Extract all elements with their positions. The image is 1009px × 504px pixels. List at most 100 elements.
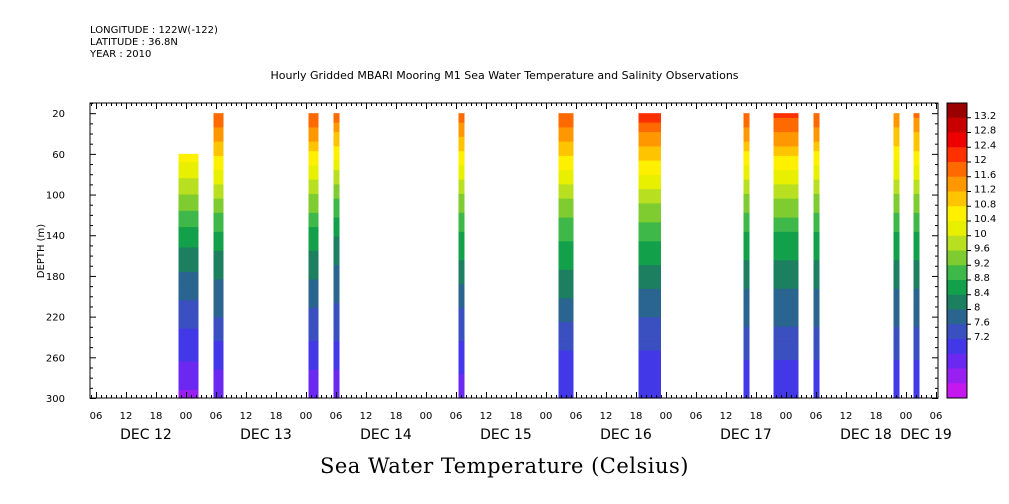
temperature-cell [813,260,820,266]
temperature-cell [813,136,820,143]
temperature-cell [813,369,820,375]
colorbar-swatch [947,324,967,340]
temperature-cell [773,379,799,385]
temperature-cell [213,141,224,148]
temperature-cell [213,117,224,124]
temperature-cell [893,322,900,328]
temperature-cell [743,298,750,304]
temperature-cell [893,303,900,309]
temperature-cell [333,374,340,380]
colorbar-label: 12.4 [974,140,996,151]
temperature-cell [308,132,319,138]
temperature-cell [458,236,465,242]
temperature-cell [743,255,750,261]
colorbar-swatch [947,383,967,399]
temperature-cell [458,184,465,190]
temperature-cell [813,265,820,271]
temperature-cell [458,246,465,252]
colorbar-label: 10.8 [974,199,996,210]
temperature-cell [893,198,900,204]
temperature-cell [178,304,199,310]
temperature-cell [913,355,920,361]
temperature-cell [813,208,820,214]
temperature-cell [458,179,465,185]
colorbar-label: 8 [974,303,980,314]
temperature-cell [458,189,465,195]
temperature-cell [558,293,574,299]
x-tick-label: 06 [330,411,343,422]
day-label: DEC 13 [240,427,292,443]
temperature-cell [773,250,799,257]
temperature-cell [458,122,465,129]
temperature-cell [178,357,199,362]
x-tick-label: 00 [780,411,793,422]
temperature-cell [773,293,799,299]
temperature-cell [333,151,340,157]
temperature-cell [333,246,340,252]
temperature-cell [558,303,574,309]
temperature-cell [458,307,465,314]
x-tick-label: 06 [450,411,463,422]
temperature-cell [638,136,661,143]
y-tick-label: 20 [52,109,65,120]
temperature-cell [913,217,920,223]
temperature-cell [178,381,199,387]
temperature-cell [893,284,900,290]
temperature-cell [893,307,900,314]
temperature-cell [913,369,920,375]
temperature-cell [213,227,224,233]
temperature-cell [913,298,920,304]
x-tick-label: 12 [480,411,493,422]
temperature-cell [558,265,574,271]
colorbar-swatch [947,294,967,310]
temperature-cell [893,113,900,119]
colorbar-label: 12 [974,155,987,166]
colorbar-swatch [947,162,967,178]
temperature-cell [893,369,900,375]
temperature-cell [743,184,750,190]
temperature-cell [458,293,465,299]
temperature-cell [213,241,224,247]
temperature-cell [638,298,661,304]
temperature-cell [743,236,750,242]
temperature-cell [913,203,920,209]
colorbar-label: 12.8 [974,126,996,137]
temperature-cell [333,279,340,285]
temperature-cell [178,218,199,224]
temperature-cell [178,157,199,163]
temperature-cell [458,146,465,152]
temperature-cell [558,227,574,233]
temperature-cell [308,317,319,323]
temperature-cell [913,250,920,257]
temperature-cell [213,326,224,333]
temperature-cell [893,151,900,157]
temperature-cell [913,383,920,390]
temperature-cell [913,189,920,195]
temperature-cell [333,284,340,290]
temperature-cell [743,345,750,352]
y-tick-label: 220 [46,313,65,324]
temperature-cell [743,250,750,257]
temperature-cell [178,194,199,200]
temperature-cell [913,227,920,233]
temperature-cell [333,307,340,314]
temperature-column-10 [893,113,900,399]
temperature-cell [558,341,574,347]
temperature-column-5 [558,113,574,399]
temperature-cell [813,383,820,390]
temperature-cell [333,231,340,238]
temperature-cell [308,146,319,152]
temperature-cell [893,193,900,200]
temperature-cell [743,203,750,209]
temperature-cell [333,341,340,347]
temperature-cell [638,331,661,337]
temperature-cell [893,203,900,209]
temperature-cell [558,298,574,304]
temperature-cell [773,231,799,238]
temperature-cell [813,269,820,276]
temperature-cell [743,146,750,152]
y-tick-label: 260 [46,353,65,364]
temperature-cell [813,227,820,233]
temperature-cell [743,369,750,375]
chart-title: Hourly Gridded MBARI Mooring M1 Sea Wate… [270,69,739,82]
